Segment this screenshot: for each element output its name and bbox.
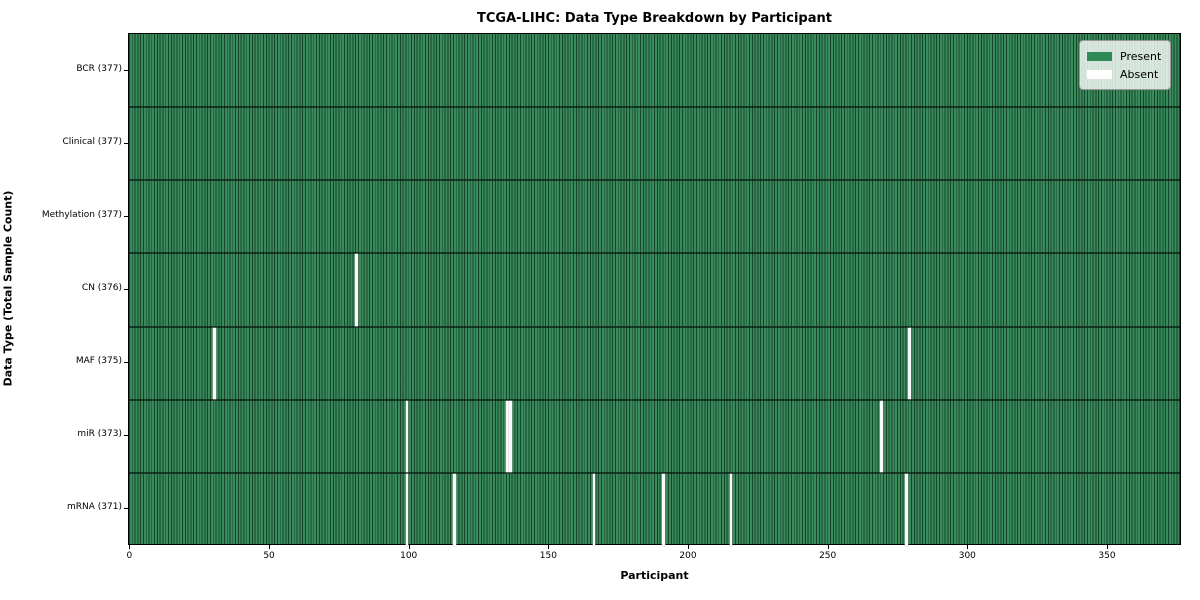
absent-cell-mRNA-215 bbox=[729, 473, 733, 546]
y-tick-label-Methylation: Methylation (377) bbox=[41, 209, 122, 220]
y-tick-mark bbox=[124, 289, 128, 290]
y-tick-mark bbox=[124, 508, 128, 510]
y-tick-label-BCR: BCR (377) bbox=[76, 63, 122, 74]
y-tick-label-MAF: MAF (375) bbox=[75, 356, 122, 367]
x-tick-label: 350 bbox=[1098, 551, 1116, 561]
x-tick-label: 150 bbox=[539, 551, 557, 561]
absent-cell-mRNA-166 bbox=[592, 473, 596, 546]
absent-cell-miR-269 bbox=[880, 400, 884, 473]
plot-area bbox=[128, 33, 1181, 546]
y-tick-mark bbox=[124, 435, 128, 437]
x-tick-label: 250 bbox=[819, 551, 837, 561]
x-tick-label: 300 bbox=[958, 551, 976, 561]
y-tick-label-mRNA: mRNA (371) bbox=[67, 502, 122, 513]
absent-cell-MAF-279 bbox=[908, 327, 912, 400]
row-divider bbox=[129, 179, 1180, 182]
absent-cell-mRNA-99 bbox=[405, 473, 409, 546]
absent-cell-MAF-30 bbox=[212, 327, 216, 400]
x-tick-mark bbox=[1106, 545, 1108, 549]
absent-cell-miR-135 bbox=[506, 400, 509, 473]
legend-label-absent: Absent bbox=[1120, 67, 1159, 81]
x-tick-mark bbox=[129, 545, 131, 549]
legend-item-absent: Absent bbox=[1087, 65, 1162, 83]
absent-cell-miR-136 bbox=[508, 400, 512, 473]
absent-cell-mRNA-191 bbox=[662, 473, 666, 546]
x-tick-label: 200 bbox=[679, 551, 697, 561]
row-divider bbox=[129, 252, 1180, 255]
row-divider bbox=[129, 471, 1180, 474]
y-tick-label-Clinical: Clinical (377) bbox=[62, 136, 122, 147]
chart-title: TCGA-LIHC: Data Type Breakdown by Partic… bbox=[477, 11, 832, 26]
absent-cell-mRNA-278 bbox=[905, 473, 909, 546]
legend: Present Absent bbox=[1079, 40, 1171, 90]
x-tick-mark bbox=[688, 545, 690, 549]
y-tick-mark bbox=[124, 362, 128, 364]
x-tick-label: 50 bbox=[263, 551, 275, 561]
absent-cell-mRNA-116 bbox=[453, 473, 456, 546]
y-tick-label-miR: miR (373) bbox=[77, 429, 122, 440]
x-tick-mark bbox=[269, 545, 271, 549]
x-tick-label: 100 bbox=[400, 551, 418, 561]
absent-cell-miR-99 bbox=[405, 400, 409, 473]
x-tick-label: 0 bbox=[126, 551, 133, 561]
y-tick-mark bbox=[124, 142, 128, 144]
row-divider bbox=[129, 398, 1180, 401]
legend-item-present: Present bbox=[1087, 47, 1162, 65]
y-tick-label-CN: CN (376) bbox=[81, 283, 122, 293]
x-tick-mark bbox=[408, 545, 410, 549]
row-divider bbox=[129, 106, 1180, 109]
x-tick-mark bbox=[967, 545, 969, 549]
x-tick-mark bbox=[548, 545, 550, 549]
legend-label-present: Present bbox=[1120, 49, 1162, 63]
row-divider bbox=[129, 325, 1180, 328]
x-tick-mark bbox=[827, 545, 829, 549]
legend-swatch-absent bbox=[1087, 69, 1112, 79]
y-tick-mark bbox=[124, 215, 128, 217]
y-tick-mark bbox=[124, 69, 128, 71]
x-axis-label: Participant bbox=[620, 569, 689, 582]
absent-cell-CN-81 bbox=[355, 254, 359, 327]
legend-swatch-present bbox=[1087, 51, 1112, 61]
